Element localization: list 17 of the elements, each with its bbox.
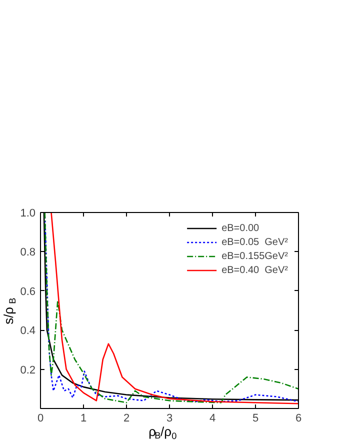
y-axis-title: s/ρB	[1, 298, 18, 324]
x-tick-label: 5	[252, 412, 259, 424]
legend-label: eB=0.155GeV²	[222, 250, 288, 262]
legend-label: eB=0.40 GeV²	[222, 264, 288, 276]
y-tick-label: 0.8	[20, 246, 36, 259]
y-tick-label: 1.0	[20, 208, 36, 220]
x-tick-label: 4	[209, 412, 216, 424]
x-tick-label: 6	[295, 412, 302, 424]
y-tick-label: 0.4	[20, 325, 36, 338]
x-tick-label: 2	[123, 412, 130, 424]
legend-label: eB=0.00	[222, 222, 260, 234]
y-tick-label: 0.2	[20, 364, 36, 376]
x-tick-label: 1	[80, 412, 87, 424]
y-tick-label: 0.6	[20, 286, 36, 298]
x-tick-label: 3	[166, 412, 173, 424]
legend-label: eB=0.05 GeV²	[222, 236, 288, 248]
x-tick-label: 0	[37, 412, 44, 424]
